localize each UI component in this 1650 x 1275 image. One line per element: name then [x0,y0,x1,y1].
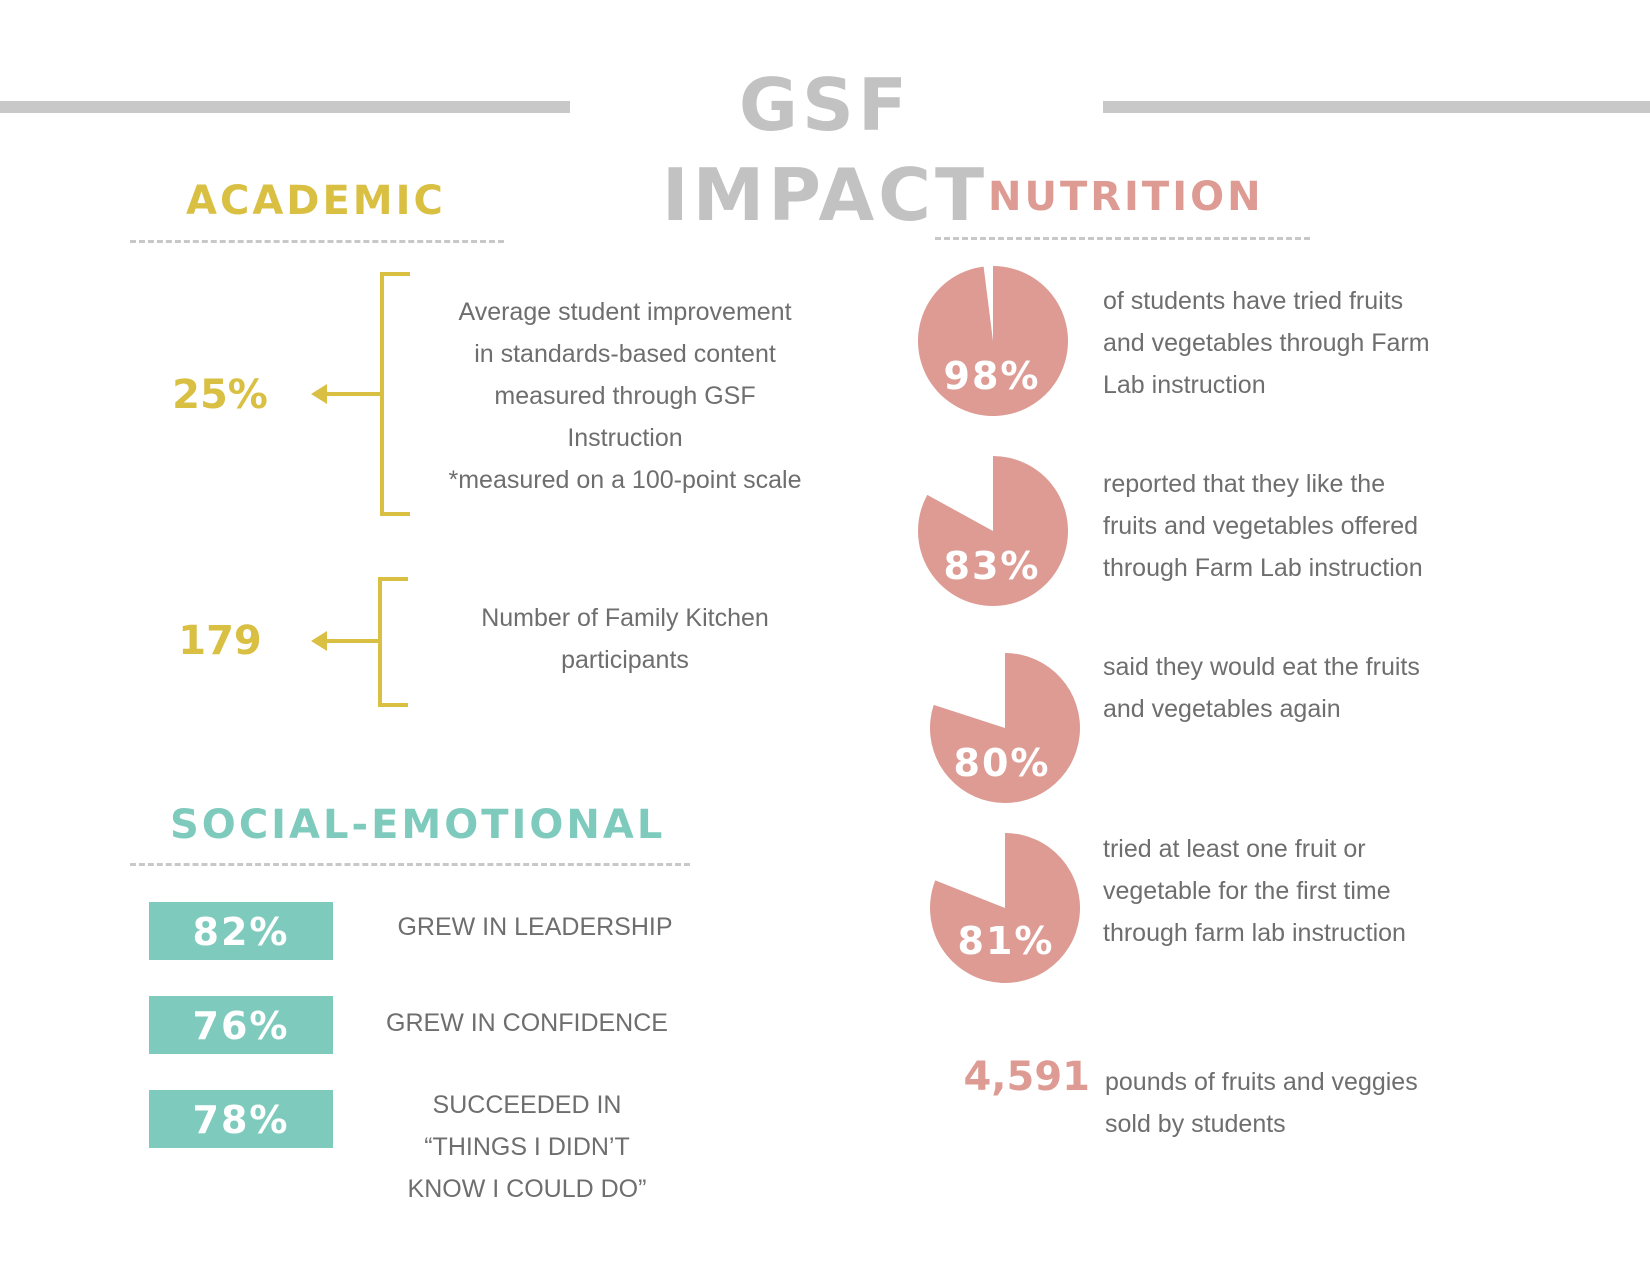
title-rule-right [1103,101,1650,113]
pie-chart [917,266,1068,416]
pie-chart [918,456,1069,606]
social-stat-label: SUCCEEDED IN “THINGS I DIDN’T KNOW I COU… [407,1091,647,1203]
academic-stat-value: 179 [178,618,262,664]
pounds-sold-value: 4,591 [963,1054,1090,1100]
pie-percent-label: 81% [957,919,1055,963]
pie-percent-label: 98% [943,354,1041,398]
academic-heading: ACADEMIC [186,178,446,224]
pie-description: tried at least one fruit or vegetable fo… [1103,835,1406,947]
social-stat-badge: 78% [149,1090,333,1148]
pie-description: reported that they like the fruits and v… [1103,470,1423,582]
academic-stat-description: Number of Family Kitchen participants [481,604,769,674]
pie-chart [929,653,1080,803]
nutrition-divider [935,237,1310,240]
social-stat-label: GREW IN LEADERSHIP [397,913,673,941]
pie-percent-label: 80% [953,741,1051,785]
bracket-arrow-icon [311,272,410,516]
pie-slice [929,653,1080,803]
bracket-arrow-icon [311,577,408,707]
academic-stat-description: Average student improvement in standards… [448,298,802,494]
academic-divider [130,240,504,243]
pie-percent-label: 83% [943,544,1041,588]
pie-slice [917,266,1068,416]
pie-description: of students have tried fruits and vegeta… [1103,287,1430,399]
pie-description: said they would eat the fruits and veget… [1103,653,1420,723]
social-stat-label: GREW IN CONFIDENCE [386,1009,668,1037]
social-emotional-heading: SOCIAL-EMOTIONAL [170,802,666,848]
title-rule-left [0,101,570,113]
page-title: GSF IMPACT [661,63,989,237]
social-emotional-divider [130,863,690,866]
social-stat-badge: 82% [149,902,333,960]
academic-stat-value: 25% [172,372,268,418]
pie-chart [930,833,1081,983]
nutrition-heading: NUTRITION [988,174,1264,220]
pie-slice [930,833,1081,983]
pie-slice [918,456,1069,606]
pounds-sold-description: pounds of fruits and veggies sold by stu… [1105,1068,1418,1138]
social-stat-badge: 76% [149,996,333,1054]
